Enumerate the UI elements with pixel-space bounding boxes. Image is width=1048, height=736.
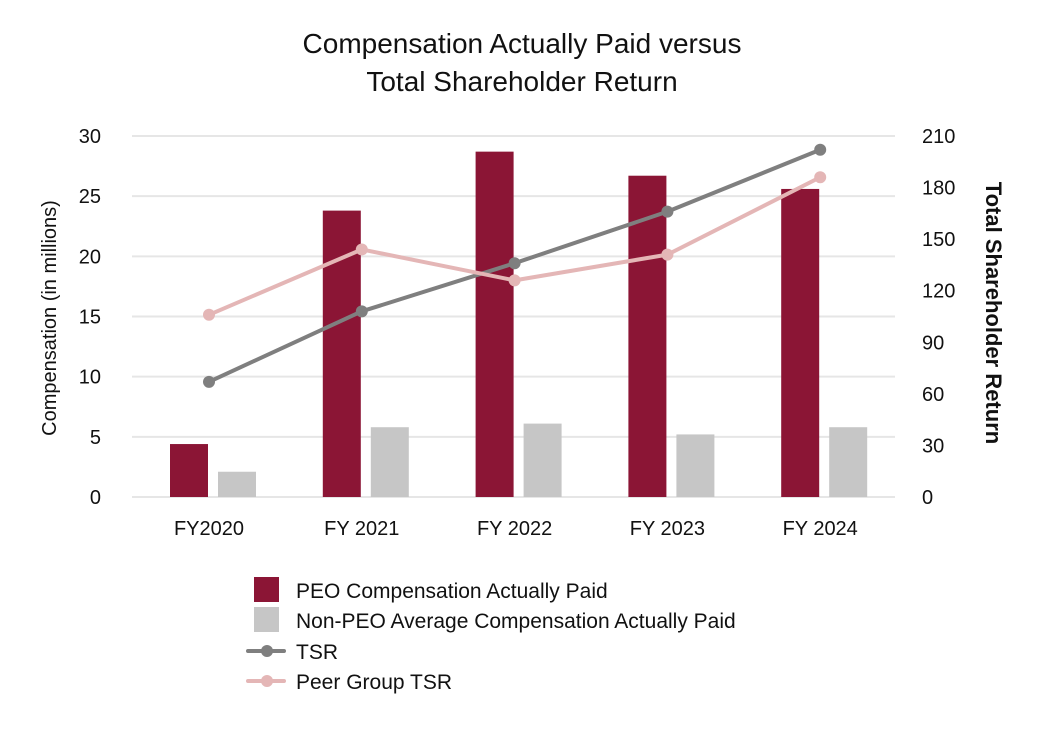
right-tick-label: 180 bbox=[922, 178, 955, 200]
bar-non-peo bbox=[218, 471, 256, 497]
right-tick-label: 120 bbox=[922, 281, 955, 303]
point-tsr bbox=[203, 375, 215, 388]
point-peer-group-tsr bbox=[814, 171, 827, 184]
bar-non-peo bbox=[676, 434, 715, 497]
point-tsr bbox=[355, 305, 368, 318]
x-tick-label: FY 2023 bbox=[630, 518, 705, 540]
legend-label: Peer Group TSR bbox=[296, 671, 452, 694]
left-tick-label: 0 bbox=[90, 487, 101, 509]
point-peer-group-tsr bbox=[661, 248, 674, 261]
legend-label: TSR bbox=[296, 641, 338, 664]
bar-peo bbox=[170, 444, 208, 497]
bar-non-peo bbox=[523, 423, 562, 497]
left-tick-label: 15 bbox=[79, 307, 101, 329]
point-tsr bbox=[508, 257, 521, 270]
right-tick-label: 0 bbox=[922, 487, 933, 509]
chart-title-line-1: Compensation Actually Paid versus bbox=[303, 28, 742, 59]
right-tick-label: 210 bbox=[922, 126, 955, 148]
x-tick-label: FY 2024 bbox=[783, 518, 858, 540]
bar-non-peo bbox=[829, 427, 868, 497]
right-tick-label: 150 bbox=[922, 229, 955, 251]
left-axis-title: Compensation (in millions) bbox=[39, 200, 61, 436]
bar-peo bbox=[628, 175, 667, 497]
point-tsr bbox=[661, 205, 674, 218]
left-tick-label: 25 bbox=[79, 186, 101, 208]
chart-title: Compensation Actually Paid versus Total … bbox=[303, 28, 742, 97]
x-tick-label: FY2020 bbox=[174, 518, 244, 540]
chart-title-line-2: Total Shareholder Return bbox=[366, 66, 677, 97]
legend-label: Non-PEO Average Compensation Actually Pa… bbox=[296, 610, 736, 633]
x-tick-label: FY 2021 bbox=[324, 518, 399, 540]
legend: PEO Compensation Actually Paid Non-PEO Av… bbox=[246, 577, 736, 694]
x-tick-label: FY 2022 bbox=[477, 518, 552, 540]
left-tick-label: 30 bbox=[79, 126, 101, 148]
right-tick-label: 30 bbox=[922, 435, 944, 457]
point-tsr bbox=[814, 143, 827, 156]
right-tick-label: 90 bbox=[922, 332, 944, 354]
point-peer-group-tsr bbox=[203, 308, 215, 321]
left-tick-label: 10 bbox=[79, 367, 101, 389]
axes: 0 5 10 15 20 25 30 0 30 60 90 120 150 180 210 FY2020 FY … bbox=[79, 126, 956, 540]
right-tick-label: 60 bbox=[922, 384, 944, 406]
line-peer-group-tsr bbox=[207, 175, 823, 317]
bar-peo bbox=[475, 151, 514, 498]
point-peer-group-tsr bbox=[355, 243, 368, 256]
left-tick-label: 5 bbox=[90, 427, 101, 449]
bar-non-peo bbox=[370, 427, 409, 497]
legend-marker bbox=[261, 645, 273, 657]
legend-swatch-peo bbox=[254, 577, 279, 602]
legend-marker bbox=[261, 675, 273, 687]
point-peer-group-tsr bbox=[508, 274, 521, 287]
lines bbox=[203, 143, 827, 388]
left-tick-label: 20 bbox=[79, 246, 101, 268]
legend-label: PEO Compensation Actually Paid bbox=[296, 580, 608, 603]
legend-swatch-non-peo bbox=[254, 607, 279, 632]
bar-peo bbox=[781, 188, 820, 498]
right-axis-title: Total Shareholder Return bbox=[981, 182, 1006, 444]
bars bbox=[170, 151, 868, 498]
